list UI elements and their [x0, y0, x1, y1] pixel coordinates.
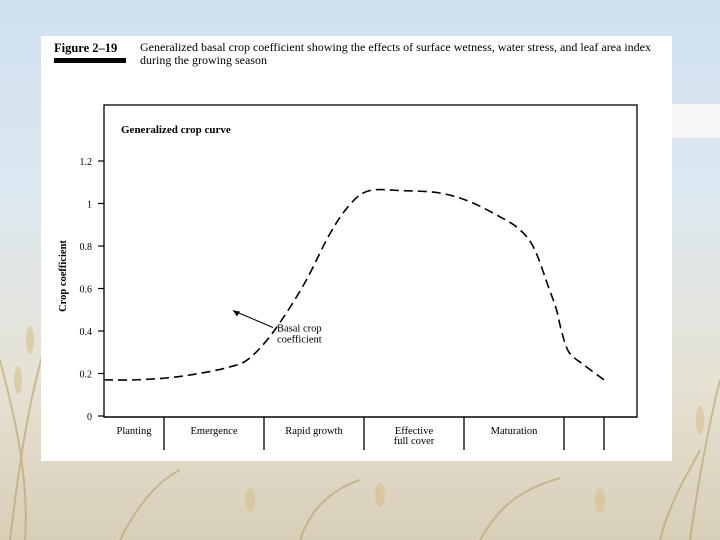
y-tick-label: 0.6	[80, 285, 93, 296]
y-tick-label: 0.2	[80, 370, 93, 381]
right-edge-strip	[672, 104, 720, 138]
annotation-leader	[232, 310, 274, 328]
figure-label-underline	[54, 58, 126, 63]
y-tick-label: 0	[87, 412, 92, 423]
stage-label: Emergence	[190, 426, 237, 437]
y-tick-label: 1	[87, 200, 92, 211]
figure-label: Figure 2–19	[54, 41, 118, 55]
stage-label: Maturation	[491, 426, 538, 437]
annotation-text: Basal crop	[277, 324, 322, 335]
figure-panel: Figure 2–19 Generalized basal crop coeff…	[41, 36, 672, 461]
y-tick-label: 1.2	[80, 157, 93, 168]
y-axis-label: Crop coefficient	[58, 240, 69, 312]
plot-frame	[103, 104, 638, 418]
figure-caption: Generalized basal crop coefficient showi…	[140, 40, 651, 67]
stage-label-line2: full cover	[394, 436, 435, 447]
y-tick-label: 0.4	[80, 327, 93, 338]
annotation-text-line2: coefficient	[277, 335, 322, 346]
stage-label: Planting	[116, 426, 152, 437]
stage-label: Rapid growth	[285, 426, 343, 437]
annotation-arrowhead	[233, 310, 240, 317]
chart-title: Generalized crop curve	[121, 124, 231, 136]
crop-curve-chart: Generalized crop curve Crop coefficient …	[58, 104, 638, 450]
growth-stage-axis: Planting Emergence Rapid growth Effectivefu…	[104, 416, 637, 450]
stage-label: Effective	[395, 426, 434, 437]
y-tick-label: 0.8	[80, 242, 93, 253]
y-axis-ticks: 0 0.2 0.4 0.6 0.8 1 1.2	[80, 157, 104, 423]
basal-crop-coefficient-line	[103, 188, 605, 381]
